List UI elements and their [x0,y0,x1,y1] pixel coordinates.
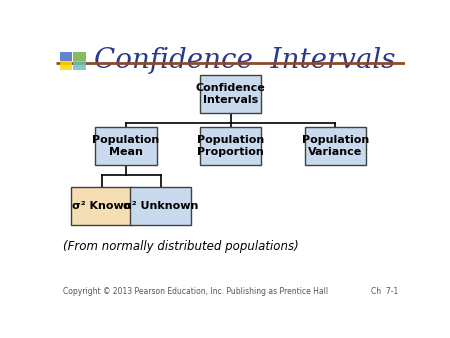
Text: (From normally distributed populations): (From normally distributed populations) [63,240,299,253]
FancyBboxPatch shape [71,187,132,225]
Text: Population
Proportion: Population Proportion [197,135,264,157]
FancyBboxPatch shape [130,187,191,225]
Text: Copyright © 2013 Pearson Education, Inc. Publishing as Prentice Hall: Copyright © 2013 Pearson Education, Inc.… [63,287,328,296]
Text: Confidence  Intervals: Confidence Intervals [94,47,396,74]
Bar [73,61,86,71]
Text: Population
Mean: Population Mean [92,135,160,157]
Text: Population
Variance: Population Variance [302,135,369,157]
Text: σ² Known: σ² Known [72,201,131,211]
Bar [73,52,86,61]
Text: σ² Unknown: σ² Unknown [123,201,198,211]
Bar [60,52,72,61]
Text: Confidence
Intervals: Confidence Intervals [196,83,266,105]
FancyBboxPatch shape [305,127,366,165]
Text: Ch  7-1: Ch 7-1 [371,287,398,296]
FancyBboxPatch shape [95,127,157,165]
FancyBboxPatch shape [200,75,261,113]
Bar [60,61,72,71]
FancyBboxPatch shape [200,127,261,165]
